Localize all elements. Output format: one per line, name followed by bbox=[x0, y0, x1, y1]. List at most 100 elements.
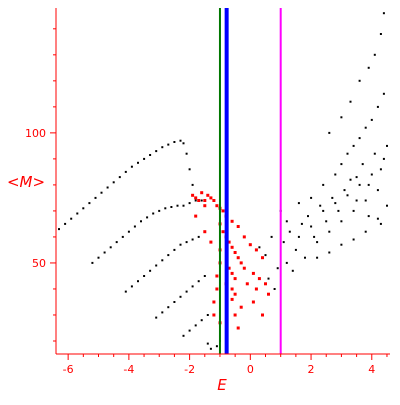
data-point bbox=[200, 319, 203, 322]
data-point bbox=[297, 235, 300, 238]
data-point bbox=[182, 204, 185, 207]
data-point bbox=[352, 238, 355, 241]
data-point bbox=[115, 241, 118, 244]
data-point bbox=[257, 277, 261, 281]
data-point bbox=[382, 12, 385, 15]
data-point bbox=[382, 92, 385, 95]
data-point bbox=[76, 212, 79, 215]
data-point bbox=[328, 131, 331, 134]
data-point bbox=[261, 313, 264, 317]
x-tick-label: 4 bbox=[368, 363, 375, 376]
data-point bbox=[137, 280, 139, 283]
data-point bbox=[376, 189, 379, 192]
data-point bbox=[343, 189, 346, 192]
data-point bbox=[373, 53, 376, 56]
data-point bbox=[194, 324, 197, 327]
data-point bbox=[191, 238, 194, 241]
x-tick-label: -6 bbox=[63, 363, 74, 376]
data-point bbox=[182, 334, 185, 337]
data-point bbox=[91, 261, 94, 264]
data-point bbox=[236, 256, 240, 260]
data-point bbox=[167, 143, 170, 146]
data-point bbox=[194, 196, 198, 200]
data-point bbox=[109, 246, 112, 249]
data-point bbox=[282, 241, 285, 244]
data-point bbox=[316, 256, 319, 259]
data-point bbox=[334, 173, 337, 176]
data-point bbox=[58, 228, 60, 231]
data-point bbox=[133, 225, 136, 228]
data-point bbox=[206, 314, 209, 316]
data-point bbox=[121, 235, 124, 238]
data-point bbox=[197, 280, 200, 283]
data-point bbox=[161, 259, 164, 262]
data-point bbox=[140, 220, 142, 223]
data-point bbox=[215, 287, 219, 291]
data-point bbox=[328, 230, 331, 233]
data-point bbox=[251, 300, 255, 304]
data-point bbox=[267, 277, 270, 280]
data-point bbox=[258, 246, 261, 249]
data-point bbox=[118, 176, 121, 179]
data-point bbox=[349, 178, 352, 181]
data-point bbox=[254, 248, 258, 252]
data-point bbox=[364, 126, 367, 129]
data-point bbox=[197, 235, 200, 238]
data-point bbox=[370, 173, 373, 176]
data-point bbox=[191, 193, 195, 197]
data-point bbox=[328, 251, 331, 254]
data-point bbox=[188, 329, 191, 332]
data-point bbox=[203, 230, 207, 234]
data-point bbox=[209, 240, 213, 244]
data-point bbox=[146, 216, 149, 219]
data-point bbox=[206, 342, 209, 345]
data-point bbox=[179, 295, 182, 298]
data-point bbox=[227, 266, 231, 270]
data-point bbox=[212, 300, 216, 304]
data-point bbox=[124, 170, 127, 173]
data-point bbox=[352, 209, 355, 212]
x-tick-label: -2 bbox=[184, 363, 195, 376]
data-point bbox=[331, 196, 334, 199]
data-point bbox=[340, 220, 343, 223]
x-axis-title: E bbox=[217, 376, 227, 394]
data-point bbox=[82, 207, 85, 210]
data-point bbox=[137, 161, 139, 164]
data-point bbox=[236, 326, 240, 330]
data-point bbox=[164, 207, 167, 210]
data-point bbox=[185, 152, 188, 155]
data-point bbox=[227, 240, 231, 244]
data-point bbox=[230, 245, 234, 249]
data-point bbox=[358, 183, 361, 186]
data-point bbox=[215, 274, 219, 278]
data-point bbox=[361, 163, 364, 166]
data-point bbox=[203, 275, 206, 277]
data-point bbox=[379, 33, 382, 35]
data-point bbox=[188, 168, 191, 171]
data-point bbox=[149, 269, 152, 272]
data-point bbox=[112, 181, 115, 184]
data-point bbox=[386, 204, 388, 207]
data-point bbox=[97, 256, 100, 259]
data-point bbox=[340, 243, 343, 246]
data-point bbox=[155, 150, 158, 153]
data-point bbox=[285, 261, 288, 264]
data-point bbox=[158, 209, 161, 212]
data-point bbox=[379, 168, 382, 171]
data-point bbox=[173, 141, 176, 143]
data-point bbox=[215, 204, 219, 208]
data-point bbox=[100, 191, 103, 194]
data-point bbox=[370, 118, 373, 121]
data-point bbox=[106, 186, 109, 189]
data-point bbox=[170, 206, 173, 208]
data-point bbox=[379, 222, 382, 225]
data-point bbox=[64, 222, 67, 225]
data-point bbox=[264, 282, 267, 286]
data-point bbox=[239, 261, 243, 265]
data-point bbox=[307, 215, 309, 218]
data-point bbox=[346, 194, 349, 197]
data-point bbox=[203, 199, 207, 202]
data-point bbox=[167, 254, 170, 257]
data-point bbox=[325, 220, 328, 223]
data-point bbox=[340, 116, 343, 119]
